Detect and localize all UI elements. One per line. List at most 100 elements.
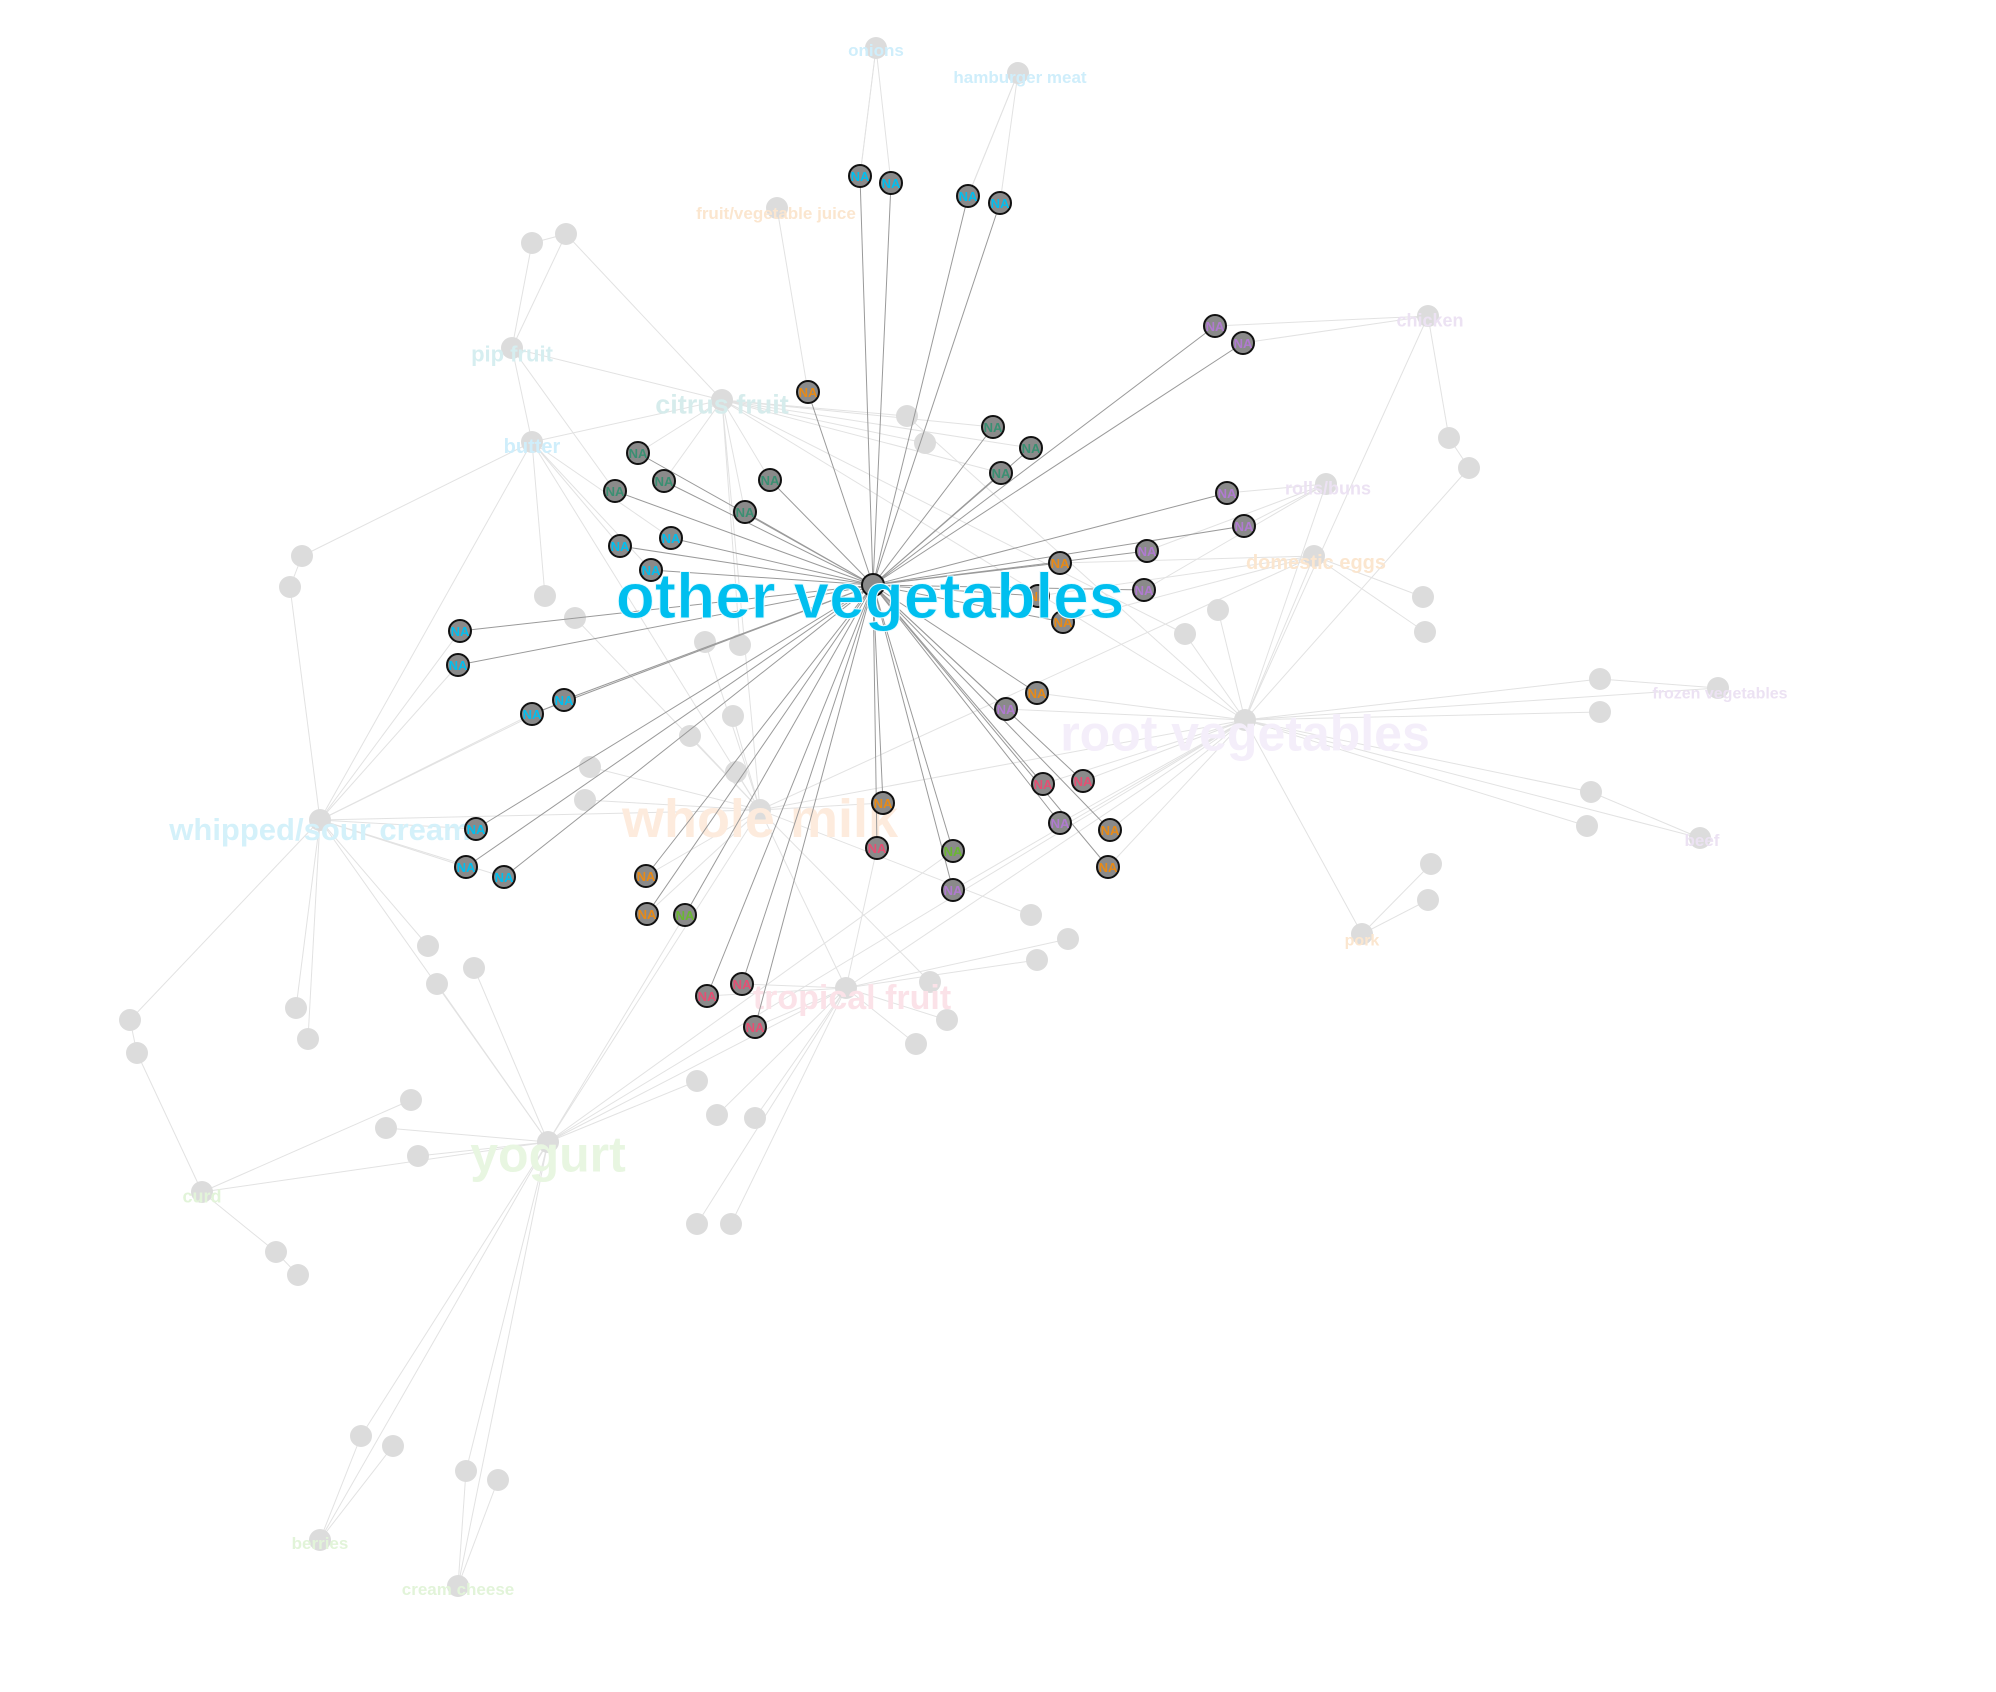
association-node-circle	[1135, 539, 1159, 563]
focus-edge	[859, 175, 874, 586]
faded-edge	[511, 347, 723, 401]
faded-edge	[547, 987, 847, 1143]
focus-edge	[872, 584, 884, 804]
association-node: NA	[695, 984, 719, 1008]
association-node-label: NA	[629, 446, 648, 461]
focus-edge	[872, 584, 954, 891]
association-node-label: NA	[1135, 583, 1154, 598]
focus-edge	[872, 492, 1228, 586]
faded-edge	[721, 399, 741, 646]
association-node-label: NA	[997, 702, 1016, 717]
association-node: NA	[1048, 811, 1072, 835]
faded-edge	[845, 938, 1069, 989]
association-node-label: NA	[1206, 319, 1225, 334]
focus-edge	[872, 182, 892, 586]
association-node-label: NA	[1029, 589, 1048, 604]
association-node: NA	[454, 855, 478, 879]
association-node-label: NA	[761, 473, 780, 488]
association-node-circle	[1098, 818, 1122, 842]
association-node: NA	[1232, 514, 1256, 538]
association-node-circle	[989, 461, 1013, 485]
faded-edge	[1217, 609, 1246, 721]
node-hub-edge	[721, 399, 994, 428]
association-node: NA	[1025, 681, 1049, 705]
node-hub-edge	[706, 987, 847, 997]
faded-edge	[511, 233, 567, 349]
faded-node	[919, 971, 941, 993]
association-node-label: NA	[1022, 441, 1041, 456]
hub-node-yogurt	[537, 1131, 559, 1153]
node-hub-edge	[999, 72, 1019, 204]
node-hub-edge	[967, 72, 1019, 197]
association-node: NA	[758, 468, 782, 492]
faded-edge	[547, 1080, 698, 1143]
faded-node	[1174, 623, 1196, 645]
association-node-label: NA	[944, 883, 963, 898]
association-node: NA	[1132, 578, 1156, 602]
association-node: NA	[871, 791, 895, 815]
node-hub-edge	[646, 809, 761, 915]
hub-node-fruitjuice	[766, 197, 788, 219]
hub-node-onions	[865, 37, 887, 59]
association-node-label: NA	[1099, 860, 1118, 875]
hub-label-pipfruit: pip fruit	[471, 342, 554, 367]
association-node-label: NA	[555, 693, 574, 708]
node-hub-edge	[1059, 555, 1315, 564]
faded-node	[1026, 949, 1048, 971]
faded-edge	[845, 987, 948, 1021]
faded-edge	[1184, 633, 1246, 721]
association-node-label: NA	[736, 505, 755, 520]
faded-edge	[845, 959, 1038, 989]
focus-edge	[646, 584, 874, 915]
faded-edge	[547, 719, 1246, 1143]
faded-edge	[1313, 555, 1426, 633]
faded-edge	[319, 1435, 362, 1541]
focus-edge	[872, 342, 1244, 586]
faded-edge	[1244, 719, 1701, 839]
association-node-circle	[758, 468, 782, 492]
association-node: NA	[956, 184, 980, 208]
node-hub-edge	[547, 914, 686, 1143]
association-node-label: NA	[1034, 777, 1053, 792]
faded-edge	[1244, 483, 1327, 721]
faded-edge	[759, 809, 931, 983]
faded-edge	[759, 809, 847, 989]
focus-edge	[807, 391, 874, 586]
association-node: NA	[1019, 436, 1043, 460]
focus-edge	[619, 545, 874, 586]
faded-edge	[531, 441, 546, 597]
focus-edge	[872, 426, 994, 586]
association-node-circle	[730, 972, 754, 996]
association-node: NA	[941, 878, 965, 902]
focus-edge	[872, 584, 1044, 785]
faded-edge	[1599, 678, 1719, 689]
focus-edge	[872, 584, 1039, 597]
association-node-circle	[1232, 514, 1256, 538]
hub-node-citrus	[711, 389, 733, 411]
faded-edge	[1244, 687, 1719, 721]
association-node-circle	[981, 415, 1005, 439]
faded-node	[1414, 621, 1436, 643]
hub-node-wholemilk	[749, 799, 771, 821]
association-node-label: NA	[746, 1020, 765, 1035]
faded-edge	[473, 967, 549, 1143]
node-hub-edge	[663, 399, 723, 482]
association-node-label: NA	[1235, 519, 1254, 534]
faded-node	[725, 761, 747, 783]
association-node-label: NA	[1028, 686, 1047, 701]
association-node-label: NA	[799, 385, 818, 400]
association-node: NA	[1071, 769, 1095, 793]
association-node: NA	[659, 526, 683, 550]
association-node-label: NA	[1138, 544, 1157, 559]
faded-node	[1420, 853, 1442, 875]
faded-node	[1589, 701, 1611, 723]
focus-edge	[663, 480, 874, 586]
association-node-label: NA	[1051, 556, 1070, 571]
focus-edge	[684, 584, 874, 916]
faded-node	[285, 997, 307, 1019]
node-hub-edge	[721, 399, 1002, 474]
faded-edge	[565, 233, 723, 401]
association-node-circle	[1048, 551, 1072, 575]
association-node-circle	[743, 1015, 767, 1039]
node-hub-edge	[1107, 719, 1246, 868]
